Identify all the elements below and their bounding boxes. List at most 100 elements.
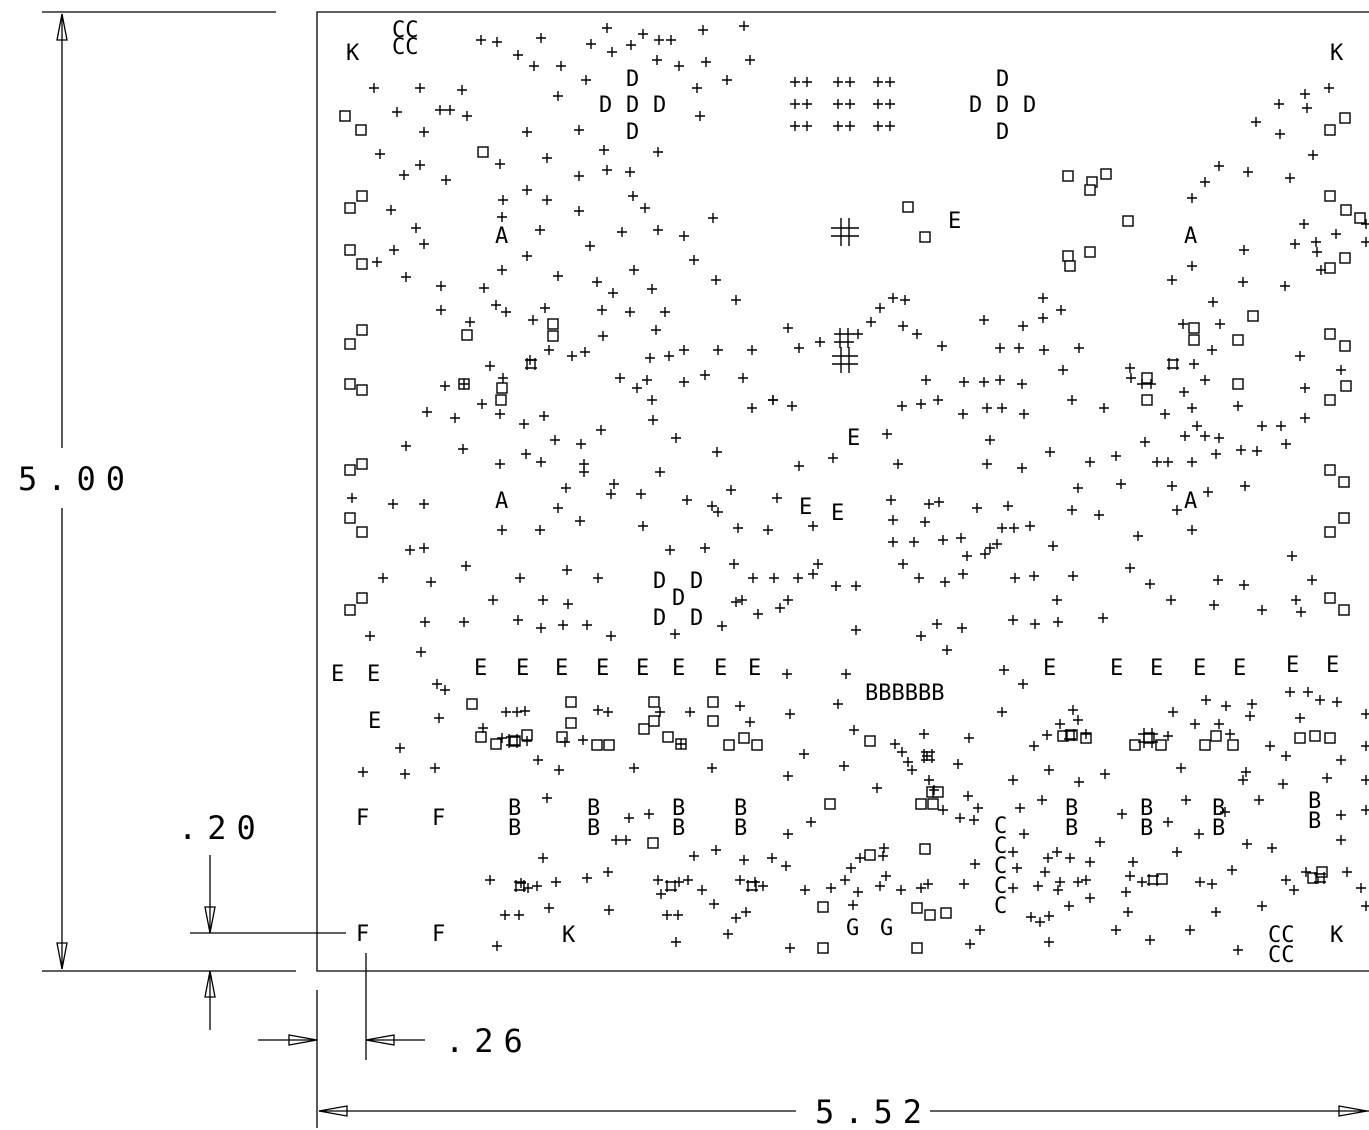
drill-hit-mark (1111, 925, 1121, 935)
drill-hit-mark (712, 447, 722, 457)
square-pad (1188, 334, 1200, 346)
drill-hit-mark (676, 739, 686, 749)
double-drill-mark (790, 77, 812, 87)
marker-pad-f: F (432, 922, 445, 947)
marker-pad-e: E (1193, 656, 1206, 681)
drill-hit-mark (538, 853, 548, 863)
drill-hit-mark (606, 631, 616, 641)
drill-hit-mark (498, 373, 508, 383)
drill-hit-mark (495, 159, 505, 169)
drill-hit-mark (959, 377, 969, 387)
drill-hit-mark (1243, 167, 1253, 177)
drill-hit-mark (1285, 173, 1295, 183)
square-pad (927, 798, 939, 810)
drill-hit-mark (477, 399, 487, 409)
drill-hit-mark (1207, 345, 1217, 355)
drill-hit-mark (1303, 687, 1313, 697)
square-pad (817, 942, 829, 954)
drill-hit-mark (1239, 245, 1249, 255)
drill-hit-mark (632, 383, 642, 393)
square-pad (1247, 310, 1259, 322)
drill-hit-mark (1055, 719, 1065, 729)
drill-hit-mark (775, 603, 785, 613)
drill-cluster-mark (746, 880, 758, 892)
drill-hit-mark (1058, 365, 1068, 375)
drill-hit-mark (1185, 925, 1195, 935)
drill-hit-mark (1125, 563, 1135, 573)
drill-hit-mark (1233, 945, 1243, 955)
square-pad (817, 901, 829, 913)
drill-hit-mark (938, 805, 948, 815)
drill-hit-mark (1336, 365, 1346, 375)
drill-hit-mark (783, 595, 793, 605)
drill-hit-mark (1074, 343, 1084, 353)
drill-hit-mark (758, 881, 768, 891)
marker-pad-e: E (636, 656, 649, 681)
drill-hit-mark (1296, 607, 1306, 617)
square-pad (902, 201, 914, 213)
square-pad (1188, 322, 1200, 334)
drill-hit-mark (585, 241, 595, 251)
drill-hit-mark (1055, 877, 1065, 887)
drill-hit-mark (596, 425, 606, 435)
drill-hit-mark (722, 75, 732, 85)
marker-pad-b: B (1308, 809, 1321, 834)
square-pad (591, 739, 603, 751)
drill-hit-mark (542, 195, 552, 205)
drill-hit-mark (1073, 715, 1083, 725)
drill-hit-mark (1257, 421, 1267, 431)
drill-hit-mark (415, 83, 425, 93)
square-pad (356, 592, 368, 604)
double-drill-mark (790, 99, 812, 109)
drill-hit-mark (450, 413, 460, 423)
drill-hit-mark (985, 435, 995, 445)
drill-hit-mark (1094, 510, 1104, 520)
marker-pad-g: G (846, 916, 859, 941)
square-pad (1294, 732, 1306, 744)
marker-fiducial-a: A (1184, 489, 1197, 514)
drill-hit-mark (562, 565, 572, 575)
drill-hit-mark (615, 373, 625, 383)
drill-hit-mark (608, 288, 618, 298)
square-pad (565, 717, 577, 729)
drill-hit-mark (1300, 383, 1310, 393)
drill-hit-mark (769, 573, 779, 583)
marker-pad-e: E (367, 662, 380, 687)
drill-hit-mark (528, 315, 538, 325)
double-drill-mark (833, 77, 855, 87)
drill-hit-mark (853, 887, 863, 897)
drill-hit-mark (1274, 99, 1284, 109)
drill-hit-mark (698, 25, 708, 35)
drill-hit-mark (436, 281, 446, 291)
drill-hit-mark (697, 885, 707, 895)
drill-hit-mark (1201, 695, 1211, 705)
drill-hit-mark (1095, 837, 1105, 847)
marker-pad-e: E (516, 656, 529, 681)
square-pad (547, 330, 559, 342)
drill-hit-mark (808, 569, 818, 579)
square-pad (751, 739, 763, 751)
square-pad (864, 849, 876, 861)
drill-hit-mark (985, 543, 995, 553)
drill-hit-mark (1252, 446, 1262, 456)
drill-hit-mark (462, 111, 472, 121)
marker-pad-e: E (1326, 653, 1339, 678)
drill-hit-mark (783, 323, 793, 333)
drill-hit-mark (1043, 853, 1053, 863)
drill-hit-mark (655, 707, 665, 717)
drill-hit-mark (497, 265, 507, 275)
height-arrow-top (56, 13, 68, 41)
drill-hit-mark (652, 55, 662, 65)
marker-pad-b: B (1140, 796, 1153, 821)
drill-hit-mark (647, 284, 657, 294)
drill-hit-mark (458, 444, 468, 454)
drill-hit-mark (498, 195, 508, 205)
marker-pad-d: D (599, 93, 612, 118)
drill-hit-mark (1081, 875, 1091, 885)
drill-hit-mark (886, 495, 896, 505)
square-pad (1354, 212, 1366, 224)
drill-hit-mark (806, 817, 816, 827)
drill-hit-mark (741, 907, 751, 917)
drill-hit-mark (1287, 551, 1297, 561)
drill-hit-mark (1214, 433, 1224, 443)
